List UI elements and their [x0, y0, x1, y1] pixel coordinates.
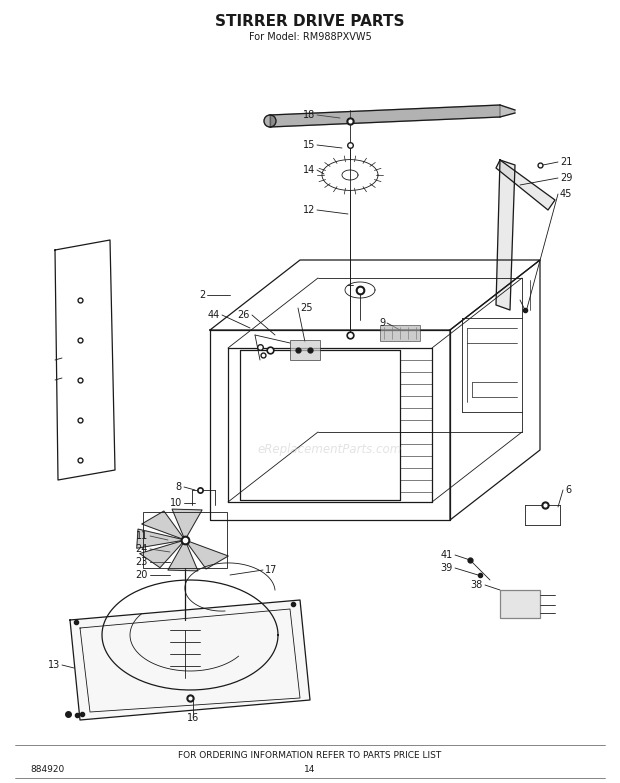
Text: 45: 45	[560, 189, 572, 199]
Text: 21: 21	[560, 157, 572, 167]
Text: 8: 8	[176, 482, 182, 492]
Polygon shape	[270, 105, 500, 127]
Polygon shape	[70, 600, 310, 720]
Text: 9: 9	[379, 318, 385, 328]
Polygon shape	[136, 529, 185, 548]
Text: 29: 29	[560, 173, 572, 183]
Text: 24: 24	[136, 544, 148, 554]
Polygon shape	[500, 105, 515, 117]
Polygon shape	[142, 511, 185, 540]
Text: 39: 39	[441, 563, 453, 573]
Text: 41: 41	[441, 550, 453, 560]
Text: 884920: 884920	[30, 766, 64, 774]
Text: 20: 20	[136, 570, 148, 580]
Polygon shape	[496, 160, 515, 310]
Text: 26: 26	[237, 310, 250, 320]
Text: 44: 44	[208, 310, 220, 320]
Bar	[290, 340, 320, 360]
Text: eReplacementParts.com: eReplacementParts.com	[258, 443, 402, 456]
Text: STIRRER DRIVE PARTS: STIRRER DRIVE PARTS	[215, 15, 405, 30]
Polygon shape	[496, 160, 555, 210]
Text: 14: 14	[303, 165, 315, 175]
Text: 13: 13	[48, 660, 60, 670]
Bar	[500, 590, 540, 618]
Text: 10: 10	[170, 498, 182, 508]
Text: 25: 25	[300, 303, 312, 313]
Polygon shape	[140, 540, 185, 568]
Text: 6: 6	[565, 485, 571, 495]
Text: 23: 23	[136, 557, 148, 567]
Polygon shape	[172, 509, 202, 540]
Text: 14: 14	[304, 766, 316, 774]
Bar	[380, 325, 420, 341]
Text: 12: 12	[303, 205, 315, 215]
Text: 38: 38	[471, 580, 483, 590]
Text: FOR ORDERING INFORMATION REFER TO PARTS PRICE LIST: FOR ORDERING INFORMATION REFER TO PARTS …	[179, 752, 441, 760]
Polygon shape	[185, 540, 228, 569]
Text: For Model: RM988PXVW5: For Model: RM988PXVW5	[249, 32, 371, 42]
Text: 16: 16	[187, 713, 199, 723]
Bar	[143, 512, 227, 568]
Text: 11: 11	[136, 531, 148, 541]
Polygon shape	[168, 540, 198, 571]
Text: 15: 15	[303, 140, 315, 150]
Ellipse shape	[264, 115, 276, 127]
Text: 17: 17	[265, 565, 277, 575]
Text: 18: 18	[303, 110, 315, 120]
Text: 2: 2	[199, 290, 205, 300]
